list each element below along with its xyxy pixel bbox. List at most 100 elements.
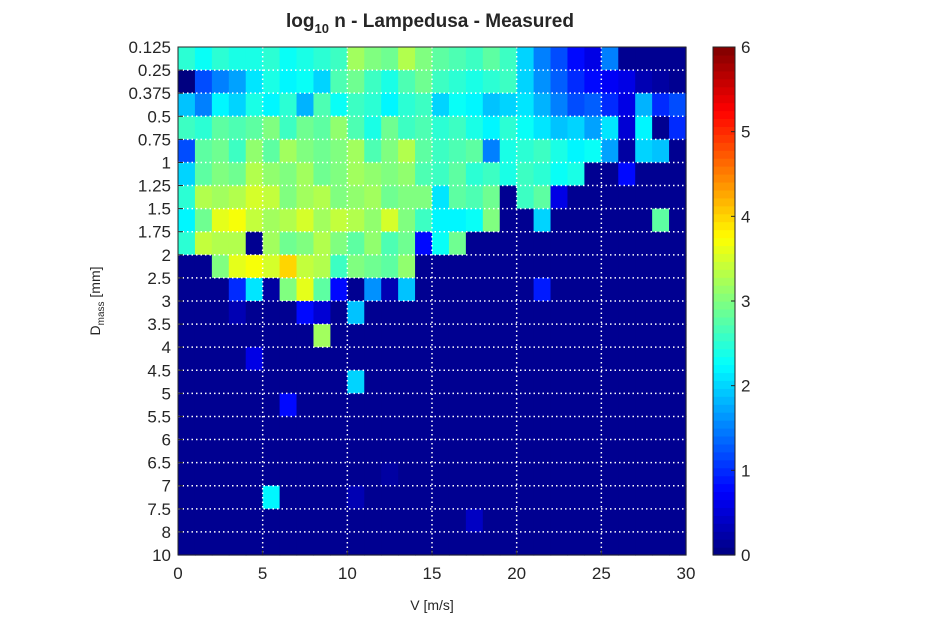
heatmap-cell: [652, 485, 670, 510]
heatmap-cell: [296, 485, 315, 510]
heatmap-cell: [567, 416, 585, 441]
colorbar-swatch: [713, 515, 735, 524]
heatmap-cell: [669, 47, 687, 71]
heatmap-cell: [516, 93, 535, 117]
heatmap-cell: [584, 485, 602, 510]
heatmap-cell: [313, 231, 331, 256]
heatmap-cell: [330, 485, 348, 510]
colorbar-swatch: [713, 523, 735, 532]
heatmap-cell: [533, 254, 552, 279]
heatmap-cell: [550, 531, 569, 556]
heatmap-cell: [465, 531, 484, 556]
heatmap-cell: [228, 416, 247, 441]
heatmap-cell: [262, 416, 281, 441]
heatmap-cell: [262, 485, 281, 510]
heatmap-cell: [550, 508, 569, 533]
heatmap-cell: [398, 485, 416, 510]
x-tick-label: 20: [507, 564, 526, 583]
heatmap-cell: [533, 301, 552, 325]
heatmap-cell: [313, 70, 331, 94]
heatmap-cell: [262, 254, 281, 279]
heatmap-cell: [601, 347, 619, 371]
heatmap-cell: [465, 370, 484, 394]
heatmap-cell: [364, 277, 382, 302]
heatmap-cell: [635, 231, 653, 256]
heatmap-cell: [584, 231, 602, 256]
heatmap-cell: [499, 231, 518, 256]
heatmap-cell: [398, 208, 416, 233]
heatmap-cell: [432, 347, 450, 371]
colorbar-ticks: 0 1 2 3 4 5 6: [731, 38, 750, 565]
y-tick-label: 4: [162, 338, 171, 357]
heatmap-cell: [516, 231, 535, 256]
heatmap-cell: [618, 439, 636, 464]
heatmap-cell: [669, 370, 687, 394]
colorbar-swatch: [713, 443, 735, 453]
heatmap-cell: [652, 208, 670, 233]
heatmap-cells: [178, 47, 687, 556]
heatmap-cell: [228, 277, 247, 302]
heatmap-cell: [398, 47, 416, 71]
heatmap-cell: [567, 347, 585, 371]
heatmap-cell: [567, 162, 585, 187]
heatmap-cell: [669, 162, 687, 187]
heatmap-cell: [567, 93, 585, 117]
heatmap-cell: [618, 485, 636, 510]
heatmap-cell: [499, 208, 518, 233]
heatmap-cell: [330, 416, 348, 441]
heatmap-cell: [228, 462, 247, 487]
heatmap-cell: [398, 531, 416, 556]
colorbar-swatch: [713, 174, 735, 183]
heatmap-cell: [364, 439, 382, 464]
heatmap-cell: [381, 231, 399, 256]
heatmap-cell: [245, 531, 264, 556]
heatmap-cell: [516, 162, 535, 187]
heatmap-cell: [279, 185, 298, 210]
heatmap-cell: [347, 508, 365, 533]
colorbar-swatch: [713, 237, 735, 247]
heatmap-cell: [618, 347, 636, 371]
heatmap-cell: [432, 47, 450, 71]
heatmap-cell: [516, 208, 535, 233]
heatmap-cell: [262, 185, 281, 210]
colorbar-swatch: [713, 475, 735, 485]
heatmap-cell: [211, 47, 230, 71]
heatmap-cell: [398, 185, 416, 210]
heatmap-cell: [178, 485, 196, 510]
heatmap-cell: [194, 254, 213, 279]
colorbar-swatch: [713, 110, 735, 120]
heatmap-cell: [499, 416, 518, 441]
heatmap-cell: [533, 208, 552, 233]
heatmap-cell: [194, 485, 213, 510]
heatmap-cell: [499, 185, 518, 210]
heatmap-cell: [279, 416, 298, 441]
heatmap-cell: [669, 531, 687, 556]
heatmap-cell: [178, 324, 196, 348]
heatmap-cell: [398, 508, 416, 533]
heatmap-cell: [601, 116, 619, 140]
heatmap-cell: [194, 370, 213, 394]
heatmap-cell: [211, 462, 230, 487]
heatmap-cell: [364, 301, 382, 325]
heatmap-cell: [228, 208, 247, 233]
heatmap-cell: [567, 277, 585, 302]
heatmap-cell: [330, 208, 348, 233]
heatmap-cell: [652, 116, 670, 140]
heatmap-cell: [432, 231, 450, 256]
heatmap-cell: [465, 462, 484, 487]
heatmap-cell: [669, 324, 687, 348]
heatmap-cell: [669, 393, 687, 418]
heatmap-cell: [279, 231, 298, 256]
heatmap-cell: [364, 508, 382, 533]
heatmap-cell: [584, 370, 602, 394]
heatmap-cell: [482, 208, 501, 233]
heatmap-cell: [381, 254, 399, 279]
heatmap-cell: [194, 47, 213, 71]
heatmap-cell: [296, 254, 315, 279]
heatmap-cell: [245, 277, 264, 302]
heatmap-cell: [635, 508, 653, 533]
heatmap-cell: [550, 185, 569, 210]
heatmap-cell: [262, 347, 281, 371]
colorbar-swatch: [713, 142, 735, 151]
heatmap-cell: [669, 93, 687, 117]
